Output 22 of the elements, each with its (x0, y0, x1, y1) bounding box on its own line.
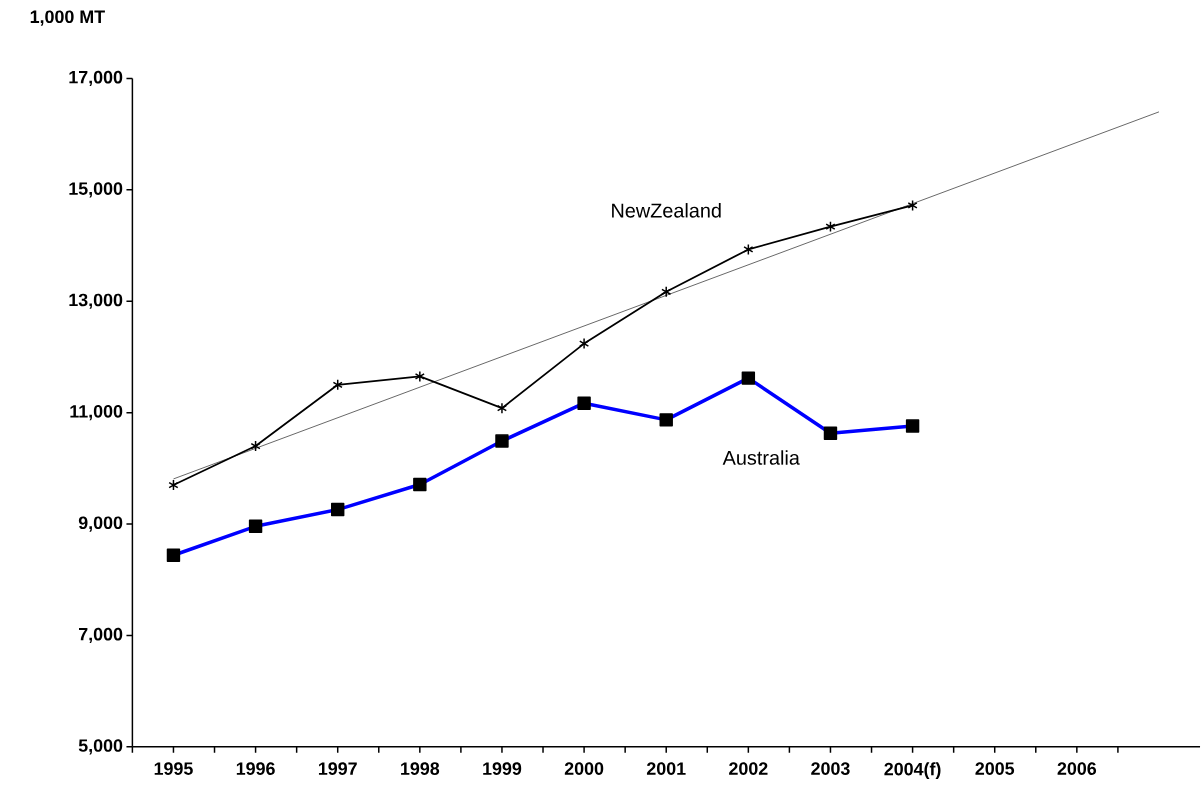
y-tick-label: 7,000 (79, 627, 123, 643)
x-tick-label: 2004(f) (884, 762, 941, 779)
y-tick-label: 9,000 (78, 516, 123, 532)
y-tick-label: 13,000 (69, 293, 123, 309)
x-tick-label: 2000 (564, 762, 604, 775)
x-tick-label: 1997 (318, 762, 357, 775)
x-tick-label: 2006 (1057, 762, 1097, 775)
x-tick-label: 2001 (646, 762, 686, 775)
y-axis-title: 1,000 MT (30, 10, 105, 26)
x-tick-label: 1995 (154, 762, 193, 775)
x-tick-label: 1999 (483, 762, 522, 775)
x-tick-label: 1998 (401, 762, 440, 775)
series-label: NewZealand (612, 202, 721, 218)
y-tick-label: 17,000 (69, 70, 123, 86)
series-label: Australia (722, 450, 800, 465)
x-tick-label: 1996 (236, 762, 275, 775)
x-tick-label: 2005 (975, 762, 1015, 775)
x-tick-label: 2002 (729, 762, 768, 775)
x-tick-label: 2003 (811, 762, 850, 775)
y-tick-label: 5,000 (78, 738, 123, 755)
y-tick-label: 11,000 (70, 404, 123, 421)
y-tick-label: 15,000 (69, 182, 123, 198)
